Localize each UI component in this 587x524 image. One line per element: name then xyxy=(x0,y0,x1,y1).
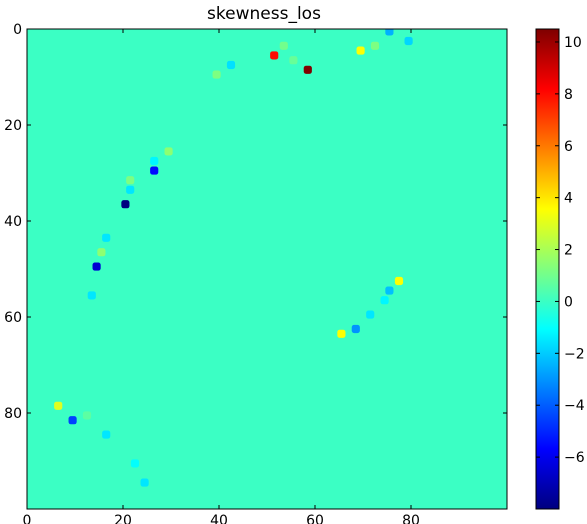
heatmap-cell xyxy=(404,36,413,46)
colorbar-tick-label: 6 xyxy=(564,139,573,155)
heatmap-cell xyxy=(385,286,394,295)
heatmap-cell xyxy=(130,459,140,468)
colorbar-tick-label: −2 xyxy=(564,346,585,362)
heatmap-cell xyxy=(102,233,111,242)
heatmap-cell xyxy=(126,176,135,185)
heatmap-cell xyxy=(92,262,101,271)
heatmap-cell xyxy=(380,296,389,305)
heatmap-cell xyxy=(126,185,135,194)
heatmap-background xyxy=(27,29,507,509)
heatmap-cell xyxy=(356,46,365,55)
heatmap-cell xyxy=(121,200,130,209)
x-tick-label: 0 xyxy=(23,513,32,524)
heatmap-cell xyxy=(68,416,77,425)
heatmap-cell xyxy=(289,56,298,65)
colorbar-tick-label: 10 xyxy=(564,35,582,51)
x-tick-label: 40 xyxy=(210,513,228,524)
heatmap-cell xyxy=(279,41,288,50)
colorbar xyxy=(535,28,560,510)
heatmap-cell xyxy=(366,310,375,319)
y-axis: 0 20 40 60 80 xyxy=(4,22,507,422)
colorbar-tick-label: 0 xyxy=(564,294,573,310)
chart-title: skewness_los xyxy=(207,4,321,24)
heatmap-cell xyxy=(54,401,63,410)
heatmap-cell xyxy=(150,156,159,166)
y-tick-label: 0 xyxy=(13,22,22,38)
x-tick-label: 60 xyxy=(306,513,324,524)
y-tick-label: 20 xyxy=(4,118,22,134)
heatmap-cell xyxy=(87,291,96,300)
heatmap-cell xyxy=(97,248,106,257)
y-tick-label: 60 xyxy=(4,310,22,326)
x-axis: 0 20 40 60 80 xyxy=(23,29,420,524)
y-tick-label: 40 xyxy=(4,214,22,230)
heatmap-cell xyxy=(337,329,346,338)
colorbar-tick-label: −4 xyxy=(564,398,585,414)
heatmap-cell xyxy=(303,65,312,74)
heatmap-cell xyxy=(370,41,380,50)
heatmap-cell xyxy=(140,478,149,487)
heatmap-cell xyxy=(270,51,279,60)
colorbar-axis: 10 8 6 4 2 0 −2 −4 −6 xyxy=(536,35,585,466)
heatmap-cell xyxy=(394,276,404,286)
heatmap-cell xyxy=(385,29,394,36)
heatmap-cell xyxy=(226,60,236,70)
heatmap-cell xyxy=(212,70,221,79)
heatmap-cell xyxy=(164,147,173,156)
colorbar-tick-label: 4 xyxy=(564,191,573,207)
heatmap-cell xyxy=(102,430,111,439)
heatmap-cell xyxy=(150,166,159,175)
plot-frame xyxy=(26,28,508,510)
x-tick-label: 80 xyxy=(402,513,420,524)
colorbar-tick-label: 2 xyxy=(564,243,573,259)
colorbar-tick-label: −6 xyxy=(564,450,585,466)
heatmap-cell xyxy=(82,411,92,420)
heatmap-cell xyxy=(351,324,360,334)
x-tick-label: 20 xyxy=(114,513,132,524)
heatmap-cells xyxy=(54,29,413,487)
y-tick-label: 80 xyxy=(4,406,22,422)
colorbar-tick-label: 8 xyxy=(564,87,573,103)
